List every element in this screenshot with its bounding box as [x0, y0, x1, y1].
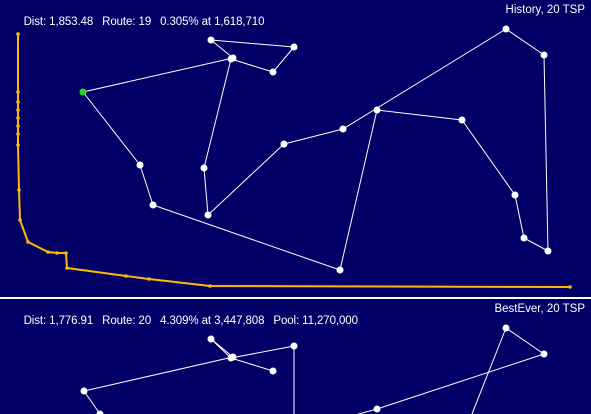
city-node: [502, 324, 510, 332]
history-point: [64, 251, 68, 255]
history-point: [208, 284, 212, 288]
city-node: [511, 191, 519, 199]
start-city-node: [79, 88, 87, 96]
panel-divider: [0, 297, 591, 299]
bestever-panel: Dist: 1,776.91 Route: 20 4.309% at 3,447,8…: [0, 299, 591, 414]
history-point: [46, 250, 50, 254]
history-panel: Dist: 1,853.48 Route: 19 0.305% at 1,618,7…: [5, 4, 585, 289]
city-node: [540, 51, 548, 59]
history-point: [16, 32, 20, 36]
city-node: [502, 25, 510, 33]
city-node: [373, 405, 381, 413]
city-node: [80, 387, 88, 395]
history-point: [16, 132, 20, 136]
city-node: [96, 410, 104, 414]
bestever-route-path: [83, 338, 295, 414]
city-node: [207, 36, 215, 44]
history-canvas: [16, 25, 572, 289]
city-node: [204, 211, 212, 219]
bestever-pool: Pool: 11,270,000: [273, 315, 358, 327]
bestever-mode-label: BestEver, 20 TSP: [494, 303, 585, 315]
history-point: [16, 100, 20, 104]
city-node: [540, 350, 548, 358]
history-point: [16, 108, 20, 112]
city-node: [207, 335, 215, 343]
history-point: [16, 116, 20, 120]
history-point: [26, 240, 30, 244]
history-route-path: [82, 28, 549, 271]
history-point: [124, 274, 128, 278]
city-node: [229, 54, 237, 62]
history-dist: Dist: 1,853.48: [23, 16, 94, 28]
bestever-rate: 4.309% at 3,447,808: [160, 315, 265, 327]
history-route: Route: 19: [102, 16, 152, 28]
city-node: [280, 140, 288, 148]
history-rate: 0.305% at 1,618,710: [160, 16, 265, 28]
history-point: [65, 266, 69, 270]
bestever-canvas: [80, 324, 548, 414]
city-node: [290, 43, 298, 51]
bestever-dist: Dist: 1,776.91: [23, 315, 94, 327]
city-node: [373, 106, 381, 114]
history-point: [17, 188, 21, 192]
city-node: [458, 116, 466, 124]
history-mode-label: History, 20 TSP: [505, 4, 585, 16]
city-node: [136, 161, 144, 169]
city-node: [200, 164, 208, 172]
history-point: [568, 285, 572, 289]
city-node: [269, 68, 277, 76]
city-node: [339, 125, 347, 133]
history-point: [18, 218, 22, 222]
history-point: [16, 124, 20, 128]
history-curve: [17, 34, 571, 288]
city-node: [269, 367, 277, 375]
city-node: [544, 247, 552, 255]
bestever-stats: Dist: 1,776.91 Route: 20 4.309% at 3,447,8…: [5, 303, 367, 339]
city-node: [227, 354, 235, 362]
city-node: [336, 266, 344, 274]
city-node: [149, 201, 157, 209]
history-point: [16, 143, 20, 147]
city-node: [290, 342, 298, 350]
history-point: [16, 90, 20, 94]
bestever-route: Route: 20: [102, 315, 152, 327]
city-node: [520, 234, 528, 242]
bestever-route-path: [356, 327, 545, 414]
history-stats: Dist: 1,853.48 Route: 19 0.305% at 1,618,7…: [5, 4, 273, 40]
history-point: [55, 251, 59, 255]
history-point: [147, 277, 151, 281]
